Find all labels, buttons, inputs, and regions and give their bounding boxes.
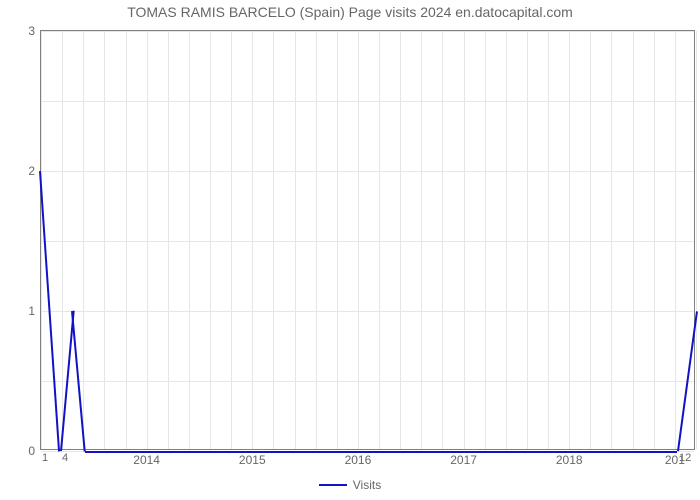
legend: Visits (0, 478, 700, 492)
grid-line-vertical (358, 31, 359, 449)
y-tick-label: 1 (28, 304, 41, 318)
grid-line-horizontal-minor (41, 381, 694, 382)
grid-line-vertical (675, 31, 676, 449)
grid-line-vertical (168, 31, 169, 449)
grid-line-vertical (569, 31, 570, 449)
secondary-label-left-2: 4 (62, 452, 68, 464)
secondary-label-right: 12 (679, 452, 691, 464)
grid-line-vertical (126, 31, 127, 449)
grid-line-horizontal (41, 171, 694, 172)
secondary-label-left-1: 1 (42, 452, 48, 464)
grid-line-vertical (506, 31, 507, 449)
grid-line-vertical (696, 31, 697, 449)
grid-line-vertical (41, 31, 42, 449)
grid-line-vertical (337, 31, 338, 449)
grid-line-vertical (485, 31, 486, 449)
legend-swatch (319, 484, 347, 486)
grid-line-vertical (104, 31, 105, 449)
y-tick-label: 0 (28, 444, 41, 458)
grid-line-vertical (442, 31, 443, 449)
grid-line-vertical (548, 31, 549, 449)
grid-line-vertical (633, 31, 634, 449)
chart-title: TOMAS RAMIS BARCELO (Spain) Page visits … (0, 4, 700, 20)
grid-line-vertical (611, 31, 612, 449)
grid-line-vertical (379, 31, 380, 449)
grid-line-horizontal (41, 311, 694, 312)
grid-line-vertical (210, 31, 211, 449)
grid-line-vertical (400, 31, 401, 449)
grid-line-vertical (252, 31, 253, 449)
grid-line-vertical (83, 31, 84, 449)
grid-line-horizontal (41, 31, 694, 32)
data-line-segment (85, 451, 677, 453)
grid-line-vertical (273, 31, 274, 449)
grid-line-vertical (421, 31, 422, 449)
grid-line-vertical (147, 31, 148, 449)
grid-line-vertical (527, 31, 528, 449)
grid-line-vertical (295, 31, 296, 449)
chart-container: { "chart": { "type": "line", "title": "T… (0, 0, 700, 500)
grid-line-vertical (62, 31, 63, 449)
legend-label: Visits (353, 478, 381, 492)
grid-line-vertical (590, 31, 591, 449)
grid-line-vertical (189, 31, 190, 449)
grid-line-vertical (654, 31, 655, 449)
y-tick-label: 3 (28, 24, 41, 38)
grid-line-horizontal-minor (41, 241, 694, 242)
plot-area: 012320142015201620172018201 (40, 30, 695, 450)
grid-line-vertical (464, 31, 465, 449)
grid-line-vertical (231, 31, 232, 449)
grid-line-horizontal-minor (41, 101, 694, 102)
grid-line-vertical (316, 31, 317, 449)
